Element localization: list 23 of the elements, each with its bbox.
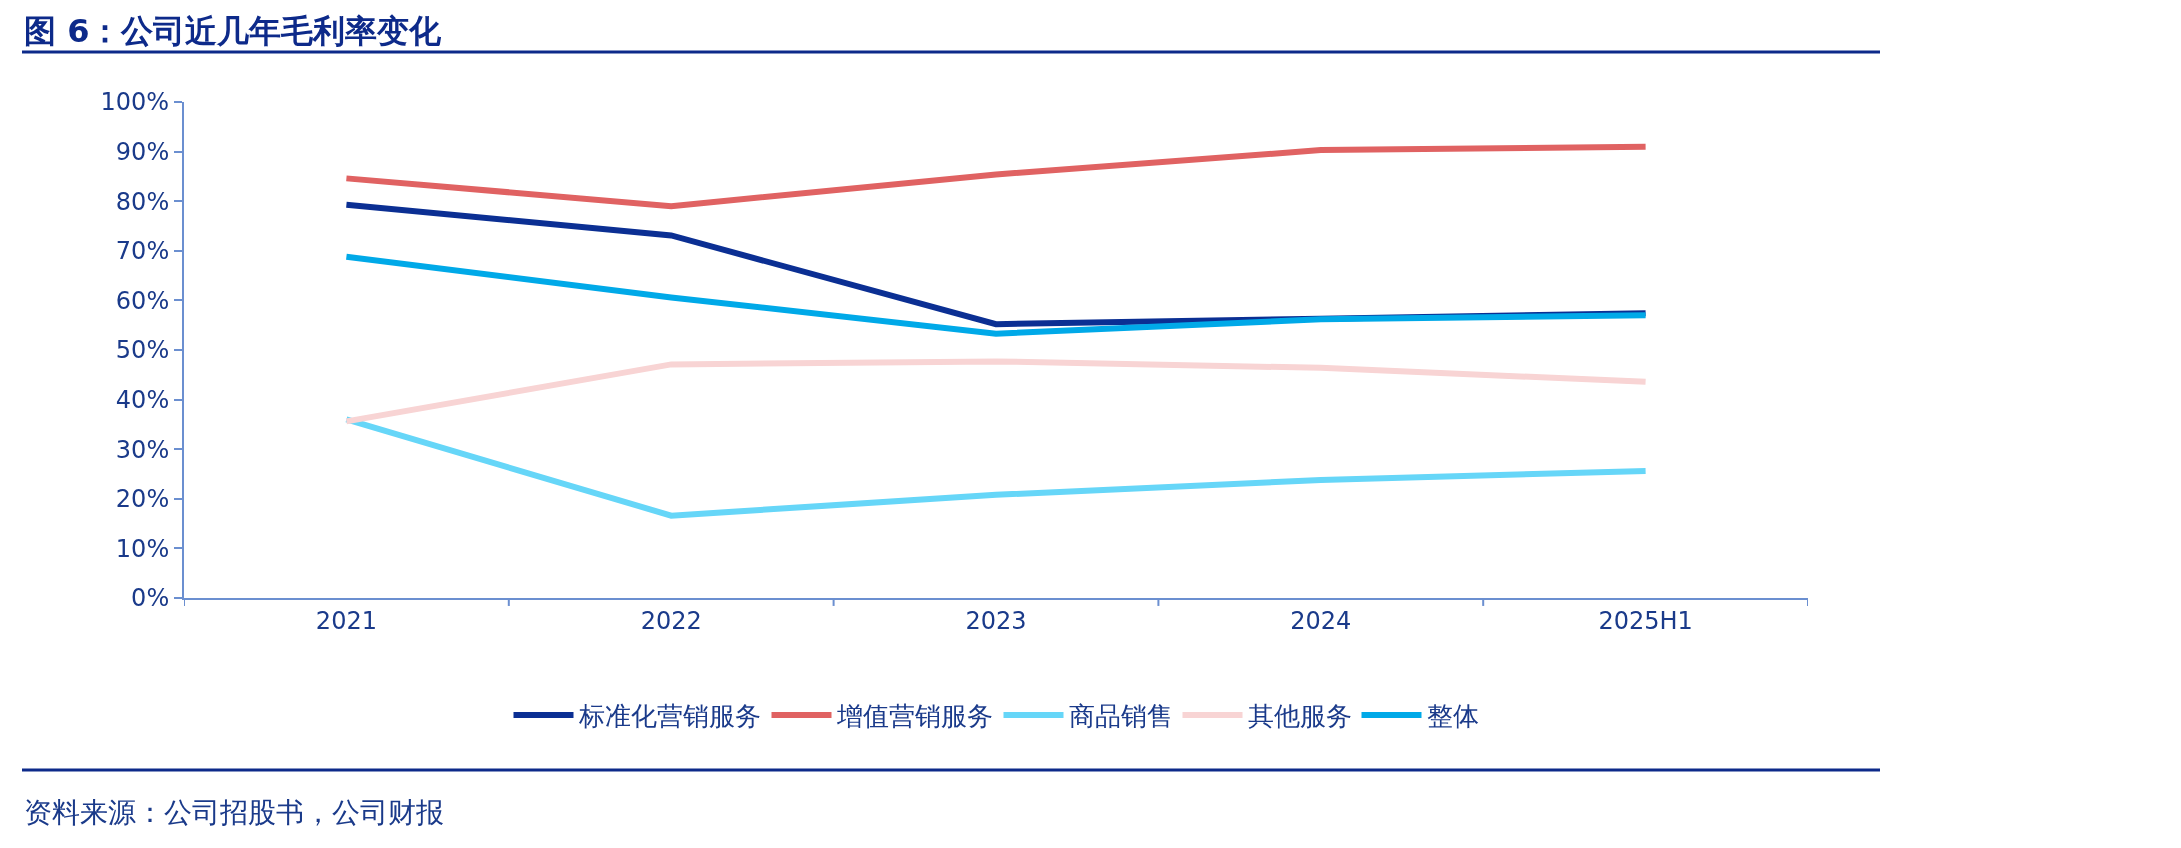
text: 资料来源：公司招股书，公司财报: [24, 796, 444, 829]
y-tick-label: 10%: [115, 534, 170, 563]
y-tick-label: 100%: [100, 88, 170, 117]
y-tick-label: 60%: [115, 286, 170, 315]
legend-label: 标准化营销服务: [577, 701, 761, 732]
x-tick-label: 2021: [315, 606, 377, 635]
x-tick-label: 2024: [1290, 606, 1352, 635]
chart-title: 图 6：公司近几年毛利率变化: [24, 12, 443, 50]
x-tick-label: 2022: [640, 606, 702, 635]
y-tick-label: 0%: [131, 584, 170, 613]
x-tick-label: 2025H1: [1598, 606, 1693, 635]
y-tick-label: 80%: [115, 187, 170, 216]
x-tick-label: 2023: [965, 606, 1027, 635]
legend-label: 商品销售: [1068, 701, 1173, 732]
legend-label: 增值营销服务: [835, 701, 993, 732]
y-tick-label: 30%: [115, 435, 170, 464]
y-tick-label: 50%: [115, 336, 170, 365]
y-tick-label: 40%: [115, 386, 170, 414]
legend-label: 其他服务: [1247, 701, 1352, 732]
y-tick-label: 90%: [115, 138, 170, 166]
y-tick-label: 20%: [115, 485, 170, 514]
legend-label: 整体: [1426, 701, 1479, 732]
y-tick-label: 70%: [115, 237, 170, 266]
